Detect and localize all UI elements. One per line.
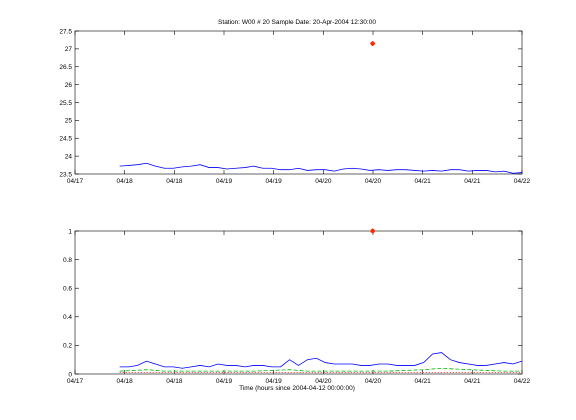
bottom-x-ticks: 04/17 04/18 04/18 04/19 04/19 04/20 04/20 04/21… bbox=[67, 231, 531, 385]
x-tick-label: 04/17 bbox=[67, 178, 84, 185]
x-tick-label: 04/20 bbox=[315, 178, 332, 185]
x-tick-label: 04/19 bbox=[266, 378, 283, 385]
y-tick-label: 23.5 bbox=[59, 171, 72, 178]
series-line-2 bbox=[119, 367, 522, 372]
y-tick-label: 0.2 bbox=[63, 343, 72, 350]
x-tick-label: 04/19 bbox=[216, 178, 233, 185]
y-tick-label: 27.5 bbox=[59, 28, 72, 35]
y-tick-label: 27 bbox=[65, 46, 73, 53]
y-tick-label: 26 bbox=[65, 82, 73, 89]
x-tick-label: 04/21 bbox=[464, 378, 481, 385]
x-axis-label: Time (hours since 2004-04-12 00:00:00) bbox=[239, 385, 355, 392]
x-tick-label: 04/21 bbox=[464, 178, 481, 185]
x-tick-label: 04/20 bbox=[365, 178, 382, 185]
y-tick-label: 25 bbox=[65, 118, 73, 125]
y-tick-label: 0 bbox=[68, 371, 72, 378]
x-tick-label: 04/17 bbox=[67, 378, 84, 385]
top-series bbox=[119, 162, 523, 174]
y-tick-label: 25.5 bbox=[59, 100, 72, 107]
series-line-1 bbox=[119, 162, 523, 174]
x-tick-label: 04/21 bbox=[415, 178, 432, 185]
y-tick-label: 24 bbox=[65, 153, 73, 160]
y-tick-label: 26.5 bbox=[59, 64, 72, 71]
top-axes-frame bbox=[74, 30, 523, 175]
x-tick-label: 04/18 bbox=[166, 178, 183, 185]
y-tick-label: 0.6 bbox=[63, 286, 72, 293]
bottom-markers bbox=[370, 228, 376, 234]
y-tick-label: 1 bbox=[68, 228, 72, 235]
y-tick-label: 0.4 bbox=[63, 314, 72, 321]
x-tick-label: 04/18 bbox=[117, 378, 134, 385]
bottom-axes: 0 0.2 0.4 0.6 0.8 1 04/17 04/18 04/18 04/19 04/19… bbox=[63, 228, 531, 385]
x-tick-label: 04/20 bbox=[315, 378, 332, 385]
x-tick-label: 04/19 bbox=[266, 178, 283, 185]
y-tick-label: 24.5 bbox=[59, 136, 72, 143]
top-markers bbox=[370, 40, 376, 47]
bottom-axes-frame bbox=[74, 230, 523, 375]
series-line-1 bbox=[119, 352, 523, 369]
x-tick-label: 04/21 bbox=[415, 378, 432, 385]
bottom-y-ticks: 0 0.2 0.4 0.6 0.8 1 bbox=[63, 228, 522, 378]
chart-title: Station: W00 # 20 Sample Date: 20-Apr-20… bbox=[218, 19, 376, 26]
x-tick-label: 04/22 bbox=[514, 178, 531, 185]
x-tick-label: 04/18 bbox=[117, 178, 134, 185]
x-tick-label: 04/18 bbox=[166, 378, 183, 385]
top-x-ticks: 04/17 04/18 04/18 04/19 04/19 04/20 04/20 04/21… bbox=[67, 31, 531, 185]
x-tick-label: 04/22 bbox=[514, 378, 531, 385]
x-tick-label: 04/19 bbox=[216, 378, 233, 385]
bottom-series bbox=[119, 352, 523, 373]
x-tick-label: 04/20 bbox=[365, 378, 382, 385]
y-tick-label: 0.8 bbox=[63, 257, 72, 264]
top-y-ticks: 23.5 24 24.5 25 25.5 26 26.5 27 27.5 bbox=[59, 28, 522, 178]
